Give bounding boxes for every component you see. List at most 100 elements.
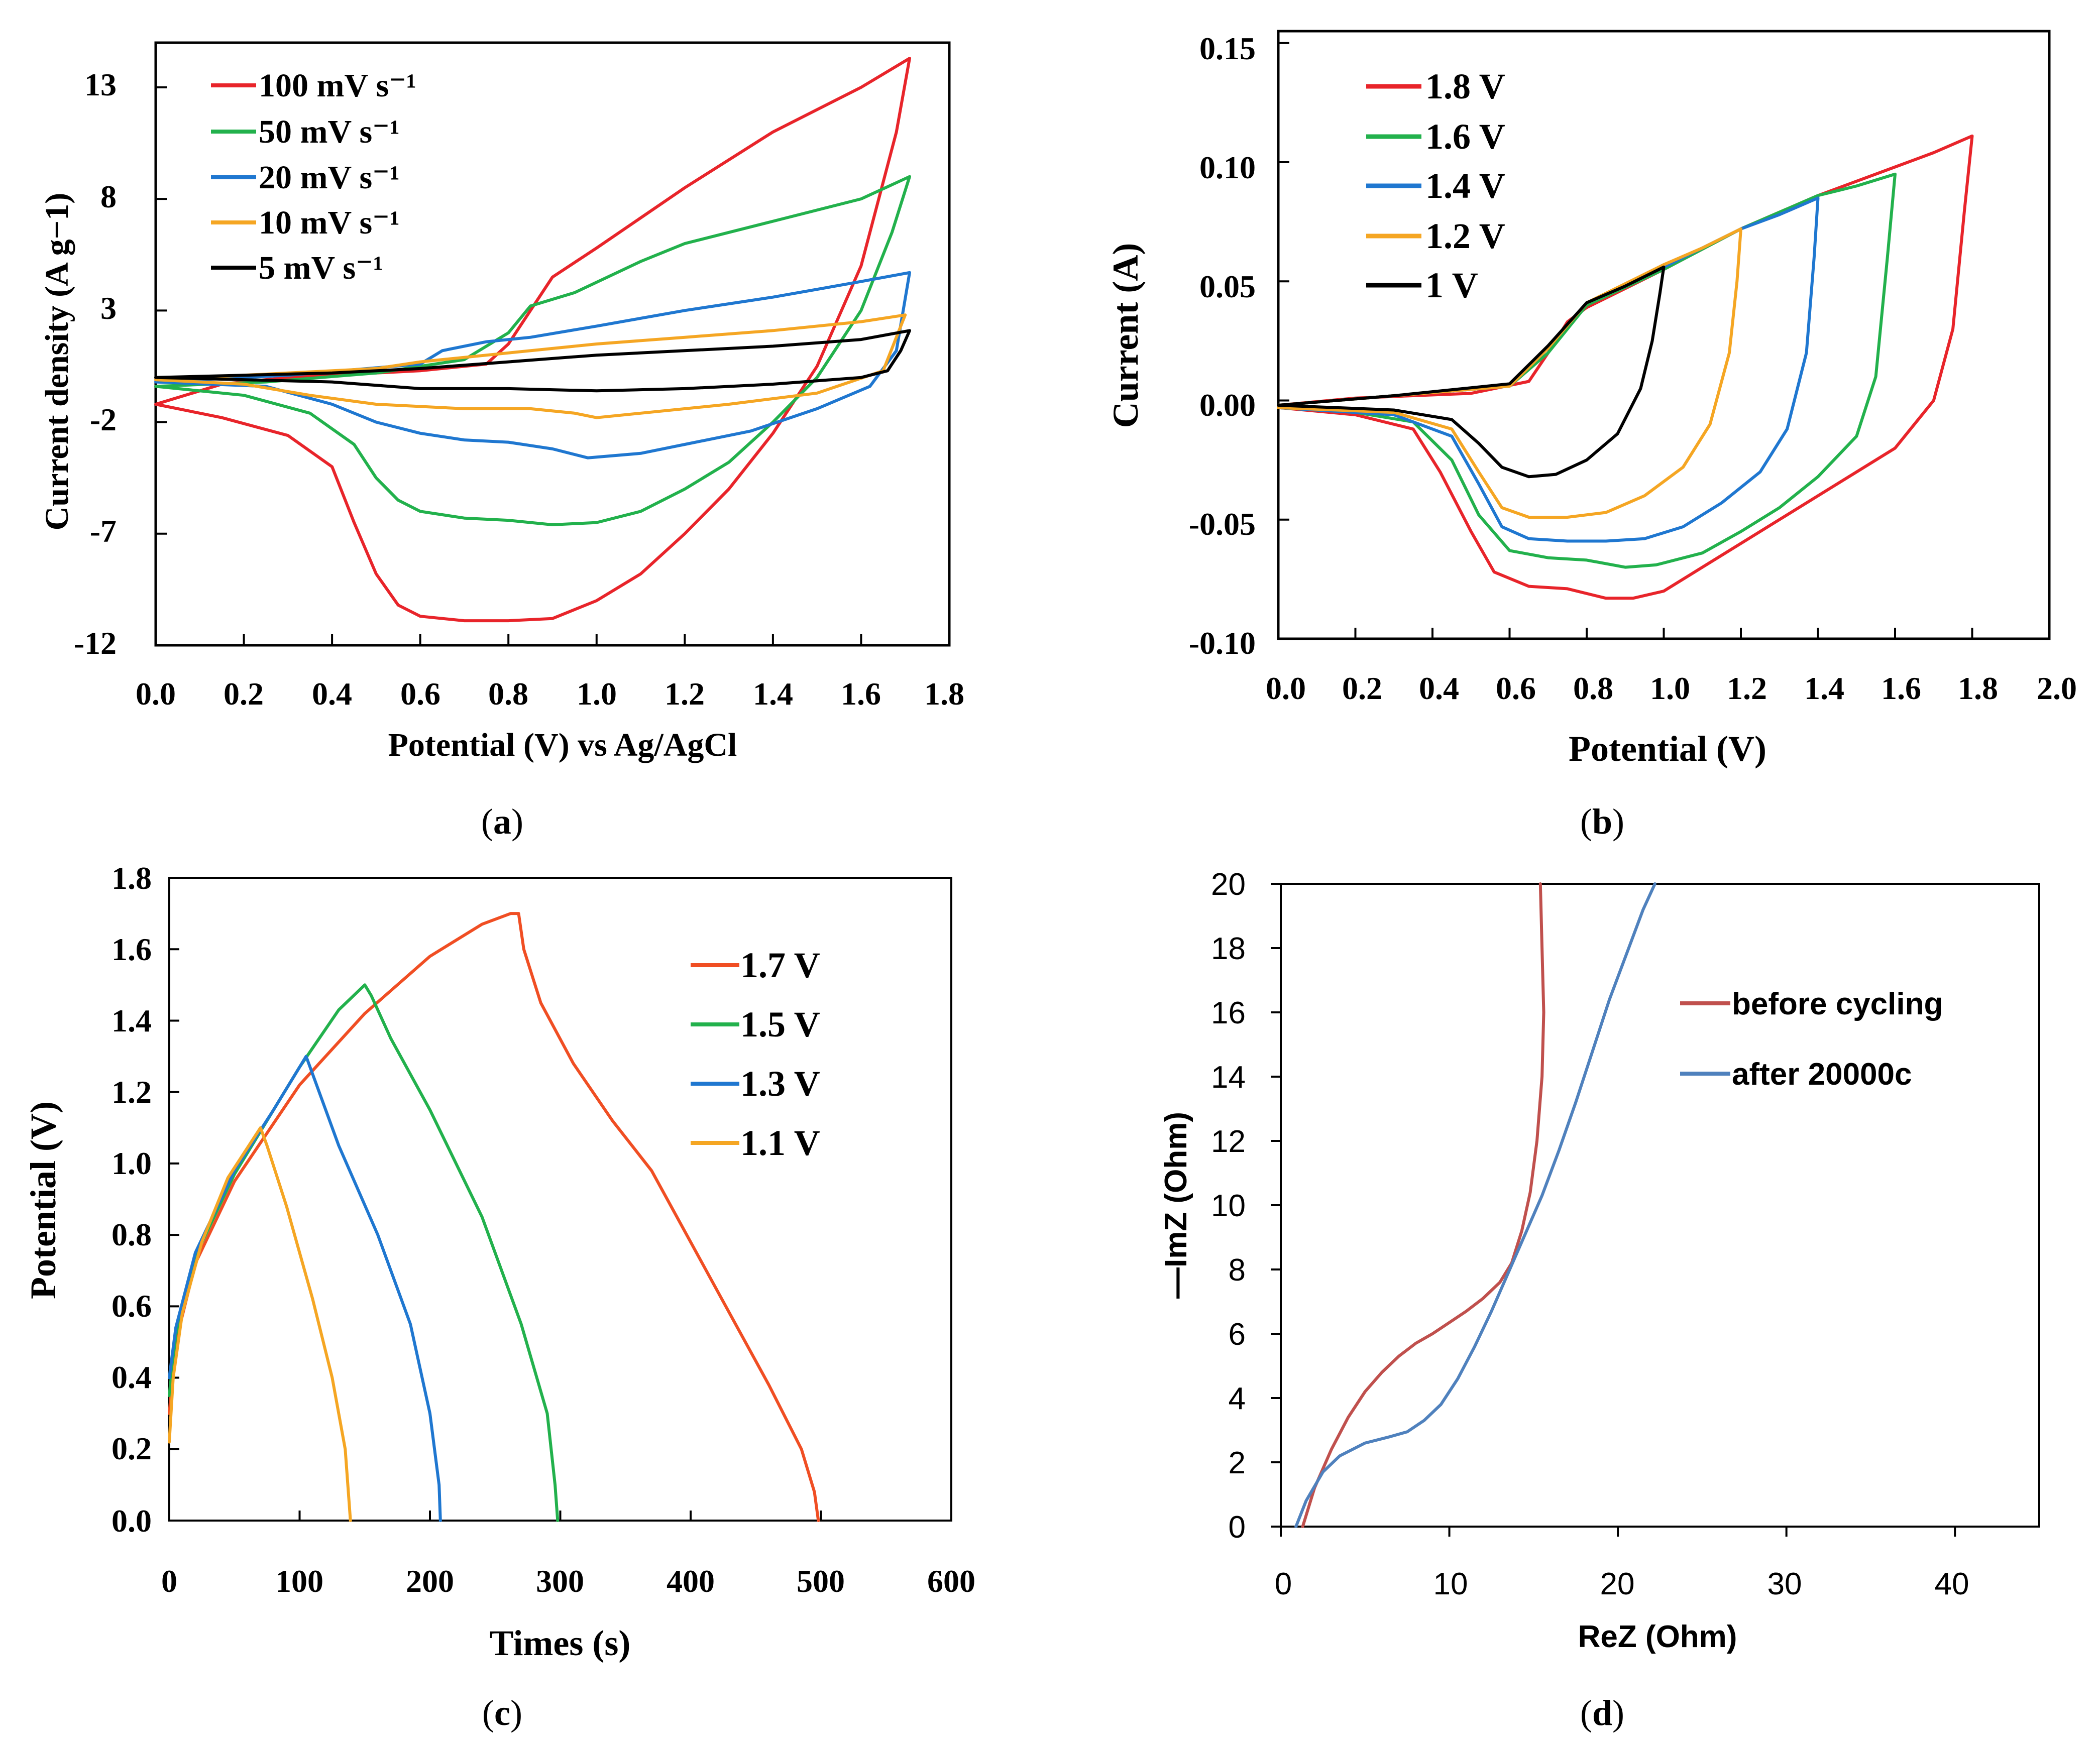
- chart-a-xlabel: Potential (V) vs Ag/AgCl: [388, 727, 737, 763]
- chart-c-xtick: 500: [797, 1563, 845, 1599]
- chart-c-ticks: [168, 877, 952, 1522]
- chart-c-ytick: 1.6: [112, 932, 152, 967]
- chart-a-ytick: 13: [84, 67, 117, 102]
- chart-d: 20 18 16 14 12 10 8 6 4 2 0 0 10 20 30 4…: [1159, 867, 2040, 1733]
- chart-d-panel-label: (d): [1580, 1693, 1624, 1733]
- chart-a-ytick: -7: [90, 513, 117, 549]
- chart-b-ytick: 0.15: [1199, 31, 1256, 66]
- chart-a-xtick: 1.2: [665, 676, 705, 712]
- chart-d-ytick: 18: [1211, 932, 1246, 966]
- chart-b-ticks: [1277, 42, 2050, 640]
- chart-b: 0.15 0.10 0.05 0.00 -0.05 -0.10 0.0 0.2 …: [1106, 30, 2077, 842]
- chart-a-legend-label: 20 mV s⁻¹: [259, 159, 400, 196]
- chart-c-panel-label: (c): [482, 1693, 522, 1733]
- chart-c-legend-label: 1.1 V: [740, 1123, 820, 1163]
- chart-c: 1.8 1.6 1.4 1.2 1.0 0.8 0.6 0.4 0.2 0.0 …: [23, 860, 975, 1733]
- chart-c-ytick: 1.4: [112, 1003, 152, 1038]
- chart-a-series-line-3: [154, 271, 911, 459]
- chart-c-xtick: 400: [667, 1563, 715, 1599]
- chart-b-ytick: 0.10: [1199, 150, 1256, 185]
- chart-b-xtick: 0.0: [1266, 670, 1306, 706]
- chart-a-ytick: -12: [74, 625, 117, 661]
- chart-a-legend-label: 50 mV s⁻¹: [259, 113, 400, 150]
- chart-d-xlabel: ReZ (Ohm): [1578, 1619, 1737, 1654]
- chart-c-xtick: 200: [406, 1563, 454, 1599]
- chart-c-xlabel: Times (s): [490, 1623, 631, 1663]
- chart-d-series-line-1: [1301, 882, 1545, 1528]
- chart-a-legend-label: 10 mV s⁻¹: [259, 204, 400, 241]
- chart-d-legend-label: after 20000c: [1732, 1057, 1912, 1092]
- chart-b-legend-label: 1 V: [1425, 265, 1478, 305]
- chart-d-xtick: 30: [1767, 1567, 1802, 1601]
- chart-d-xtick-labels: 0 10 20 30 40: [1275, 1567, 1969, 1601]
- chart-b-series-line-1: [1277, 134, 1974, 600]
- chart-d-ytick: 2: [1229, 1446, 1246, 1480]
- chart-a: 13 8 3 -2 -7 -12 0.0 0.2 0.4 0.6 0.8 1.0…: [39, 41, 964, 842]
- chart-d-ytick: 20: [1211, 867, 1246, 902]
- chart-c-series-line-1: [168, 912, 820, 1522]
- chart-b-xtick: 1.2: [1727, 670, 1767, 706]
- chart-b-ytick: -0.05: [1189, 506, 1256, 542]
- chart-b-series-line-4: [1277, 227, 1742, 519]
- chart-b-xtick: 0.4: [1419, 670, 1459, 706]
- chart-c-legend: 1.7 V 1.5 V 1.3 V 1.1 V: [691, 945, 820, 1163]
- chart-d-ytick: 0: [1229, 1510, 1246, 1545]
- chart-b-legend-label: 1.8 V: [1425, 66, 1505, 106]
- chart-b-legend-label: 1.2 V: [1425, 216, 1505, 256]
- chart-a-ytick-labels: 13 8 3 -2 -7 -12: [74, 67, 117, 661]
- chart-b-ytick: 0.05: [1199, 269, 1256, 304]
- chart-a-ytick: -2: [90, 402, 117, 437]
- chart-b-series-line-3: [1277, 196, 1820, 543]
- chart-a-xtick: 0.0: [136, 676, 176, 712]
- chart-c-ytick: 0.2: [112, 1431, 152, 1466]
- chart-a-panel-label: (a): [481, 801, 523, 842]
- chart-a-ylabel: Current density (A g−1): [39, 193, 75, 531]
- chart-a-frame: [154, 41, 951, 647]
- chart-a-legend-label: 5 mV s⁻¹: [259, 250, 383, 286]
- chart-a-ytick: 3: [100, 290, 117, 326]
- chart-b-panel-label: (b): [1580, 801, 1624, 842]
- chart-a-legend-label: 100 mV s⁻¹: [259, 67, 416, 104]
- chart-c-series-line-3: [168, 1055, 442, 1522]
- chart-b-xtick: 0.6: [1496, 670, 1536, 706]
- chart-b-xtick: 1.6: [1881, 670, 1921, 706]
- chart-c-xtick: 100: [275, 1563, 323, 1599]
- chart-c-ytick: 0.8: [112, 1217, 152, 1252]
- chart-c-frame: [168, 877, 952, 1522]
- chart-a-series-line-2: [154, 175, 911, 526]
- chart-d-xtick: 40: [1935, 1567, 1969, 1601]
- chart-c-ytick: 1.8: [112, 860, 152, 896]
- chart-d-ytick: 10: [1211, 1189, 1246, 1223]
- chart-a-xtick: 1.0: [577, 676, 617, 712]
- chart-c-ytick: 0.6: [112, 1288, 152, 1324]
- chart-c-ytick: 0.0: [112, 1503, 152, 1539]
- chart-a-series-line-4: [154, 313, 907, 419]
- chart-d-ytick: 14: [1211, 1060, 1246, 1095]
- chart-b-xtick-labels: 0.0 0.2 0.4 0.6 0.8 1.0 1.2 1.4 1.6 1.8 …: [1266, 670, 2077, 706]
- chart-d-frame: [1280, 883, 2040, 1528]
- chart-c-ylabel: Potential (V): [23, 1101, 63, 1299]
- chart-a-ticks: [155, 86, 950, 646]
- chart-a-xtick: 0.2: [224, 676, 264, 712]
- chart-c-xtick: 600: [927, 1563, 975, 1599]
- chart-d-ytick: 12: [1211, 1124, 1246, 1159]
- chart-c-legend-label: 1.5 V: [740, 1004, 820, 1045]
- chart-a-xtick: 0.6: [400, 676, 440, 712]
- chart-c-series-line-4: [168, 1126, 352, 1522]
- chart-b-xtick: 2.0: [2037, 670, 2077, 706]
- chart-c-legend-label: 1.3 V: [740, 1064, 820, 1104]
- chart-b-xtick: 1.8: [1958, 670, 1998, 706]
- chart-c-series-line-2: [168, 983, 560, 1522]
- chart-c-ytick: 1.0: [112, 1145, 152, 1181]
- chart-b-series-line-2: [1277, 172, 1897, 569]
- chart-d-xtick: 10: [1433, 1567, 1468, 1601]
- chart-b-xtick: 1.0: [1650, 670, 1690, 706]
- chart-c-legend-label: 1.7 V: [740, 945, 820, 985]
- chart-c-xtick: 0: [161, 1563, 177, 1599]
- chart-d-ytick: 16: [1211, 996, 1246, 1030]
- chart-a-series-line-5: [154, 329, 911, 393]
- chart-d-ytick: 8: [1229, 1253, 1246, 1288]
- chart-b-ylabel: Current (A): [1106, 243, 1146, 428]
- chart-b-ytick: -0.10: [1189, 625, 1256, 661]
